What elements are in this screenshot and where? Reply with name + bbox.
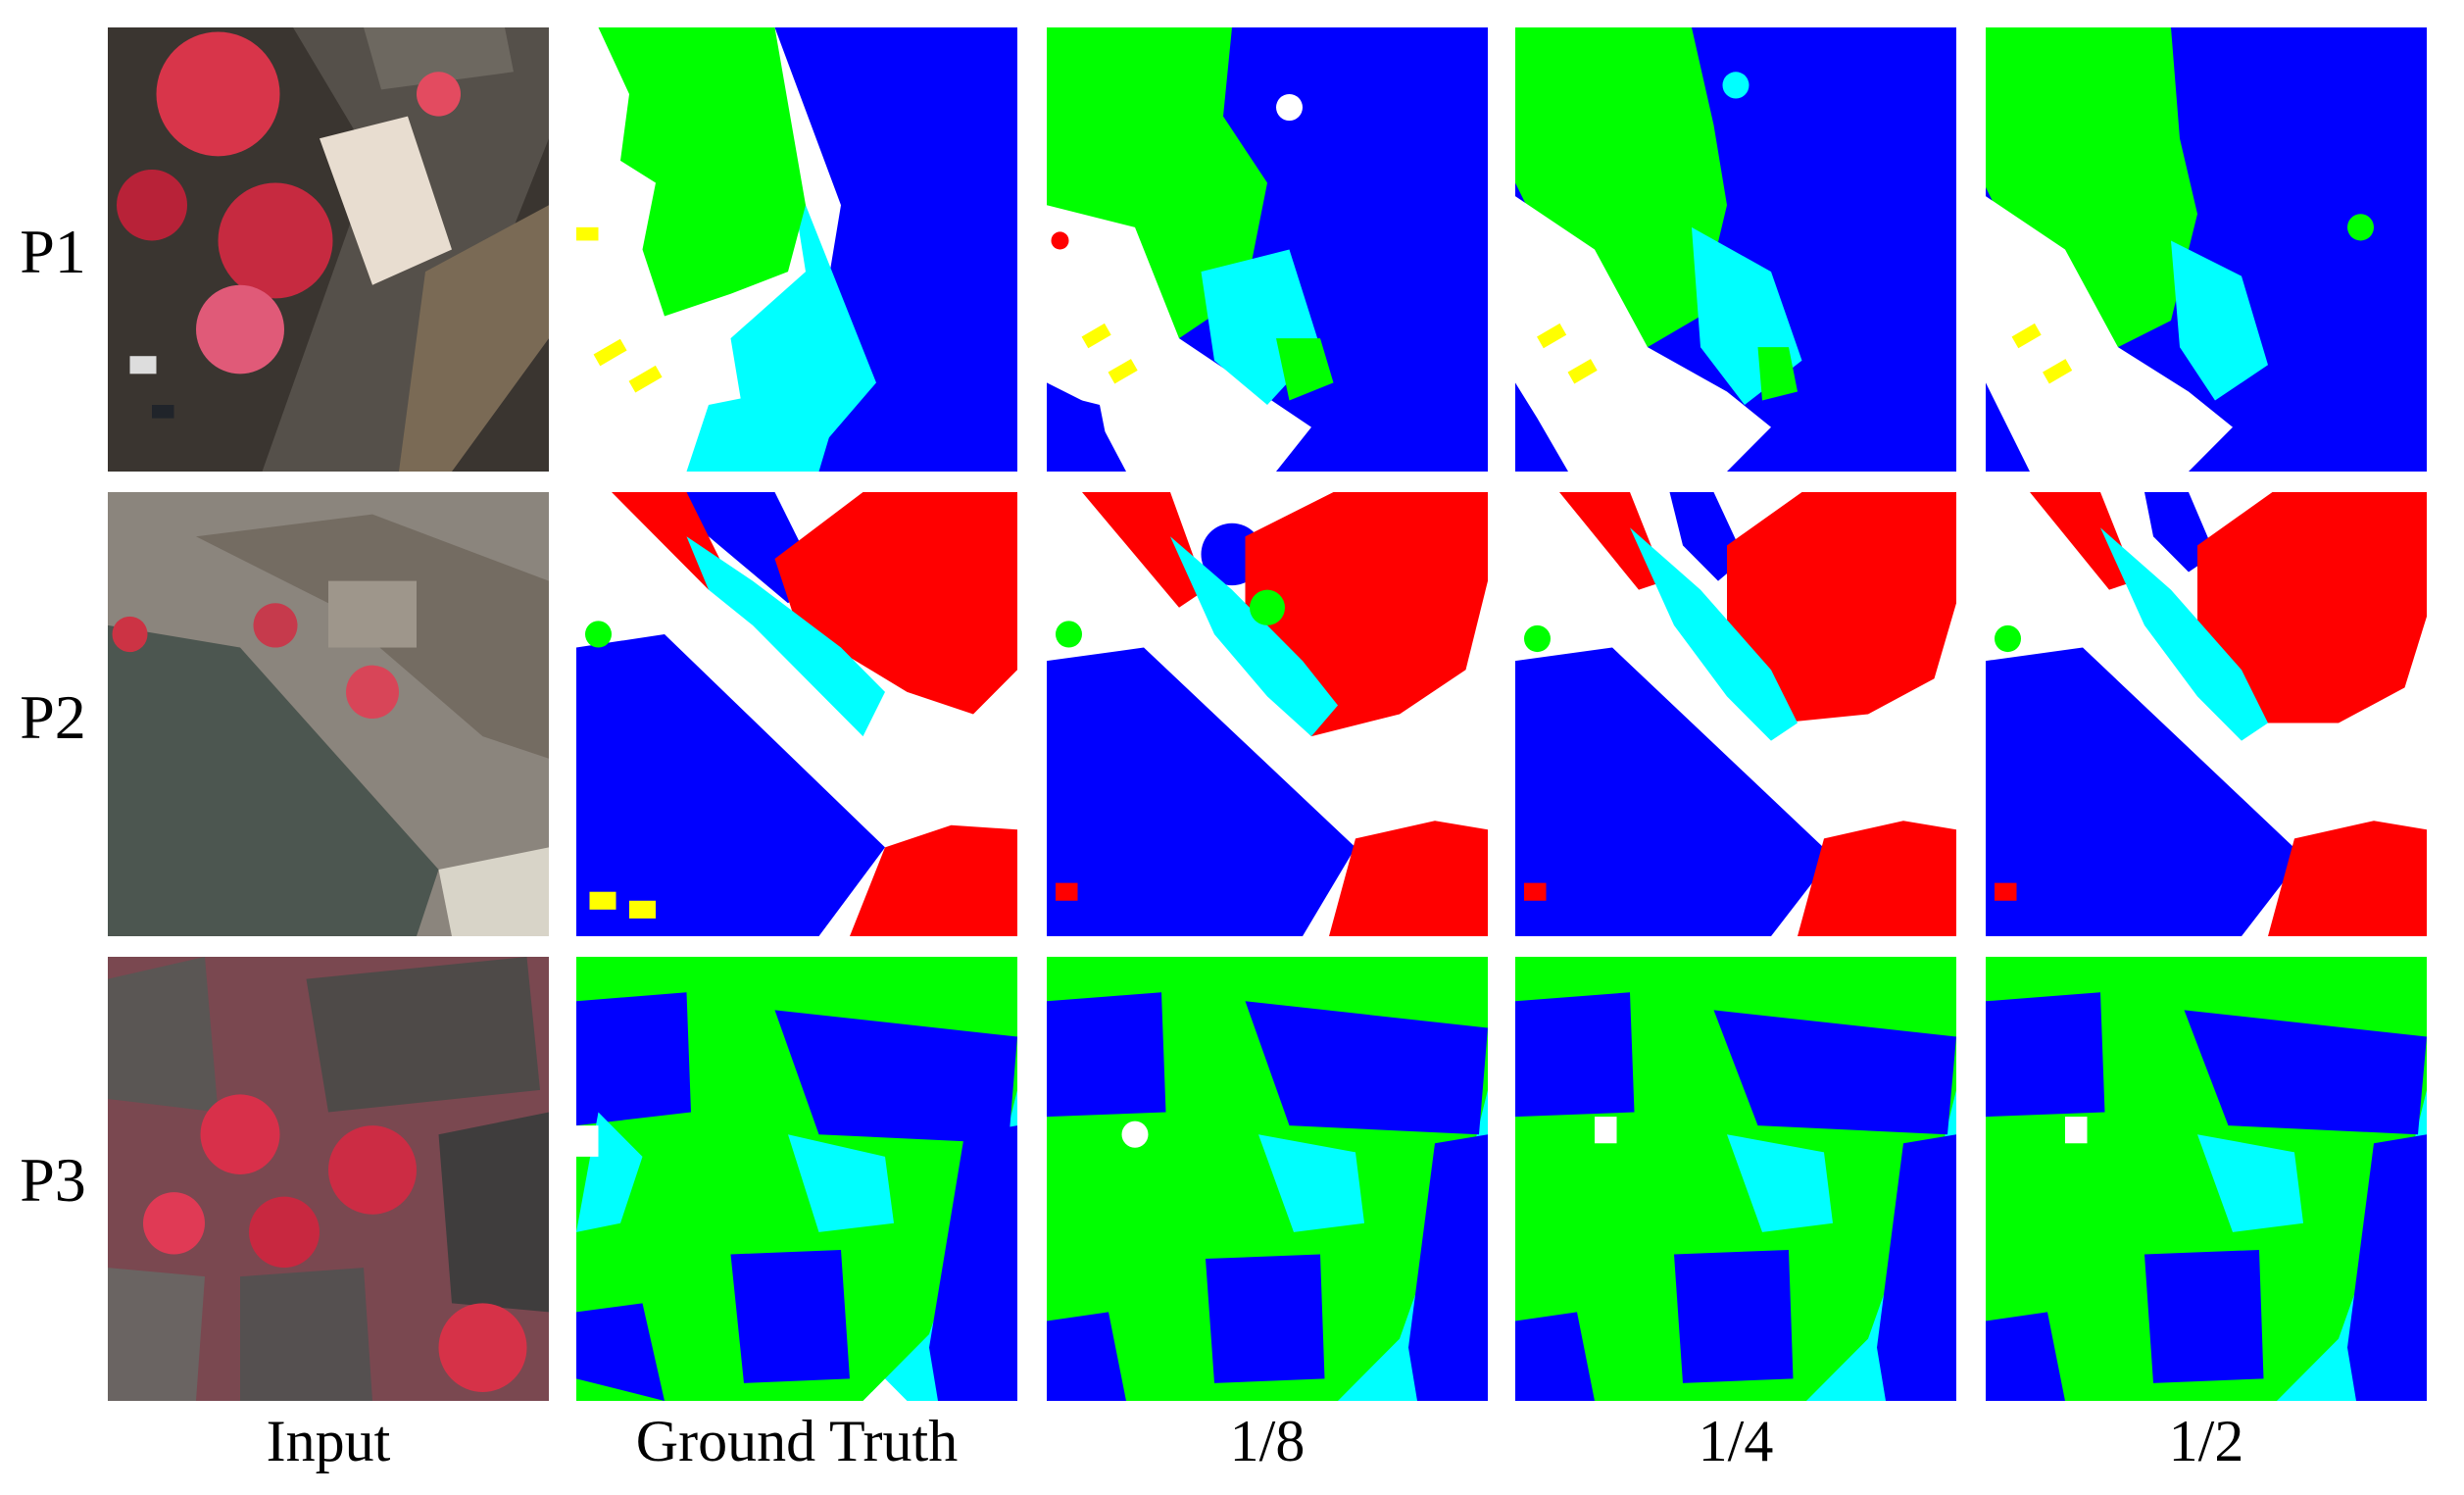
column-label-1-2: 1/2 — [2168, 1409, 2244, 1473]
prediction-1-8-p1 — [1047, 27, 1488, 472]
prediction-1-2-p3 — [1986, 957, 2427, 1401]
prediction-1-4-p3 — [1515, 957, 1956, 1401]
ground-truth-p2 — [576, 492, 1017, 936]
column-label-ground-truth: Ground Truth — [635, 1409, 959, 1473]
input-image-p3 — [108, 957, 549, 1401]
prediction-1-4-p1 — [1515, 27, 1956, 472]
row-label-p1: P1 — [20, 217, 86, 286]
prediction-1-8-p2 — [1047, 492, 1488, 936]
prediction-1-8-p3 — [1047, 957, 1488, 1401]
row-label-p3: P3 — [20, 1145, 86, 1215]
input-image-p1 — [108, 27, 549, 472]
row-label-p2: P2 — [20, 682, 86, 752]
prediction-1-4-p2 — [1515, 492, 1956, 936]
column-label-1-4: 1/4 — [1698, 1409, 1774, 1473]
prediction-1-2-p1 — [1986, 27, 2427, 472]
column-label-1-8: 1/8 — [1229, 1409, 1306, 1473]
input-image-p2 — [108, 492, 549, 936]
column-label-input: Input — [266, 1409, 391, 1473]
prediction-1-2-p2 — [1986, 492, 2427, 936]
ground-truth-p1 — [576, 27, 1017, 472]
ground-truth-p3 — [576, 957, 1017, 1401]
